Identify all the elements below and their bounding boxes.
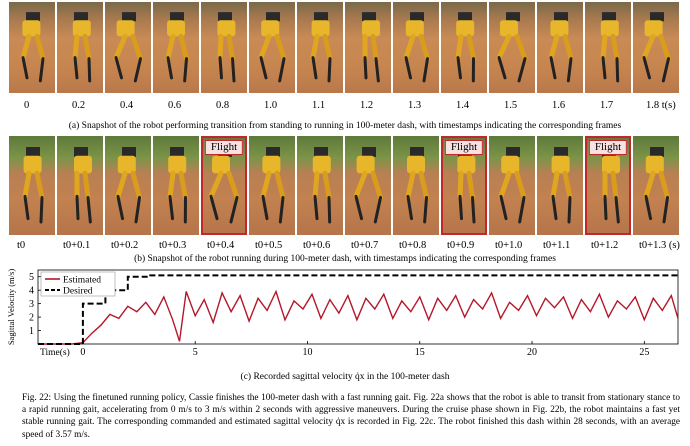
timestamp-label: 1.6 bbox=[552, 100, 566, 111]
timestamp-label: t0+1.0 bbox=[495, 240, 523, 251]
flight-highlight: Flight bbox=[201, 136, 247, 235]
timestamp-label: 1.0 bbox=[264, 100, 278, 111]
photo-frame bbox=[201, 2, 247, 93]
photo-frame bbox=[345, 2, 391, 93]
timestamp-label: 0.2 bbox=[72, 100, 86, 111]
photo-frame bbox=[393, 136, 439, 235]
photo-frame bbox=[441, 2, 487, 93]
photo-frame bbox=[105, 2, 151, 93]
estimated-velocity-line bbox=[38, 289, 679, 345]
photo-frame bbox=[297, 136, 343, 235]
timestamp-label: 1.1 bbox=[312, 100, 326, 111]
legend-label: Desired bbox=[63, 287, 93, 297]
photo-frame bbox=[57, 2, 103, 93]
timestamp-label: t0+0.4 bbox=[207, 240, 235, 251]
plot-frame bbox=[37, 269, 679, 345]
caption-b: (b) Snapshot of the robot running during… bbox=[134, 254, 556, 264]
timestamp-label: t0+1.2 bbox=[591, 240, 619, 251]
photo-frame bbox=[249, 136, 295, 235]
timestamp-label: 1.3 bbox=[408, 100, 422, 111]
timestamp-label: 1.7 bbox=[600, 100, 614, 111]
photo-frame: Flight bbox=[201, 136, 247, 235]
timestamp-label: 0.6 bbox=[168, 100, 182, 111]
photo-frame bbox=[489, 2, 535, 93]
photo-frame bbox=[633, 136, 679, 235]
timestamp-label: t0 bbox=[17, 240, 26, 251]
flight-highlight: Flight bbox=[441, 136, 487, 235]
timestamp-label: t0+0.7 bbox=[351, 240, 379, 251]
velocity-chart: 0 5 10 15 20 25 1 2 3 4 5 Time(s) Sagittal Velocity … bbox=[6, 269, 679, 358]
timestamp-label: 1.5 bbox=[504, 100, 518, 111]
photo-frame bbox=[489, 136, 535, 235]
x-tick-label: 0 bbox=[80, 347, 85, 358]
photo-frame bbox=[537, 136, 583, 235]
x-tick-label: 5 bbox=[193, 347, 198, 358]
photo-frame bbox=[249, 2, 295, 93]
photo-frame bbox=[537, 2, 583, 93]
photo-frame: Flight bbox=[585, 136, 631, 235]
y-axis-label: Sagittal Velocity (m/s) bbox=[6, 269, 16, 346]
timestamp-label: 1.2 bbox=[360, 100, 374, 111]
photo-strip-transition bbox=[9, 2, 679, 93]
y-tick-label: 5 bbox=[29, 272, 34, 283]
desired-velocity-line bbox=[38, 274, 678, 345]
photo-strip-running: Flight Flight Flight bbox=[9, 136, 679, 235]
timestamp-label: 0 bbox=[24, 100, 30, 111]
x-tick-label: 25 bbox=[639, 347, 649, 358]
timestamp-label: t0+0.8 bbox=[399, 240, 427, 251]
figure-description: Fig. 22: Using the finetuned running pol… bbox=[22, 393, 680, 440]
timestamp-label: t0+0.9 bbox=[447, 240, 475, 251]
photo-frame: Flight bbox=[441, 136, 487, 235]
flight-label: Flight bbox=[204, 140, 244, 155]
y-tick-label: 3 bbox=[29, 299, 34, 310]
photo-frame bbox=[345, 136, 391, 235]
y-tick-label: 1 bbox=[29, 326, 34, 337]
x-tick-label: 20 bbox=[527, 347, 537, 358]
timestamp-label: 1.4 bbox=[456, 100, 470, 111]
photo-frame bbox=[585, 2, 631, 93]
caption-c: (c) Recorded sagittal velocity q̇x in th… bbox=[240, 372, 450, 382]
photo-frame bbox=[153, 2, 199, 93]
legend-label: Estimated bbox=[63, 276, 101, 286]
timestamp-label: t0+0.5 bbox=[255, 240, 283, 251]
photo-frame bbox=[105, 136, 151, 235]
legend-box bbox=[40, 271, 116, 297]
caption-a: (a) Snapshot of the robot performing tra… bbox=[68, 121, 622, 131]
timestamp-label: t0+1.3 (s) bbox=[639, 240, 680, 251]
photo-frame bbox=[297, 2, 343, 93]
flight-highlight: Flight bbox=[585, 136, 631, 235]
timestamp-label: t0+0.3 bbox=[159, 240, 187, 251]
photo-frame bbox=[393, 2, 439, 93]
photo-frame bbox=[9, 136, 55, 235]
photo-frame bbox=[57, 136, 103, 235]
timestamp-label: t0+0.2 bbox=[111, 240, 139, 251]
timestamp-label: t0+0.6 bbox=[303, 240, 331, 251]
x-tick-label: 15 bbox=[415, 347, 425, 358]
timestamp-label: 0.4 bbox=[120, 100, 134, 111]
timestamp-label: 0.8 bbox=[216, 100, 230, 111]
y-tick-label: 2 bbox=[29, 313, 34, 324]
timestamp-label: 1.8 t(s) bbox=[646, 100, 676, 111]
photo-frame bbox=[9, 2, 55, 93]
photo-frame bbox=[153, 136, 199, 235]
timestamp-label: t0+1.1 bbox=[543, 240, 571, 251]
flight-label: Flight bbox=[588, 140, 628, 155]
timestamp-label: t0+0.1 bbox=[63, 240, 91, 251]
x-axis-label: Time(s) bbox=[40, 347, 70, 358]
x-tick-label: 10 bbox=[302, 347, 312, 358]
photo-frame bbox=[633, 2, 679, 93]
y-tick-label: 4 bbox=[29, 286, 34, 297]
flight-label: Flight bbox=[444, 140, 484, 155]
